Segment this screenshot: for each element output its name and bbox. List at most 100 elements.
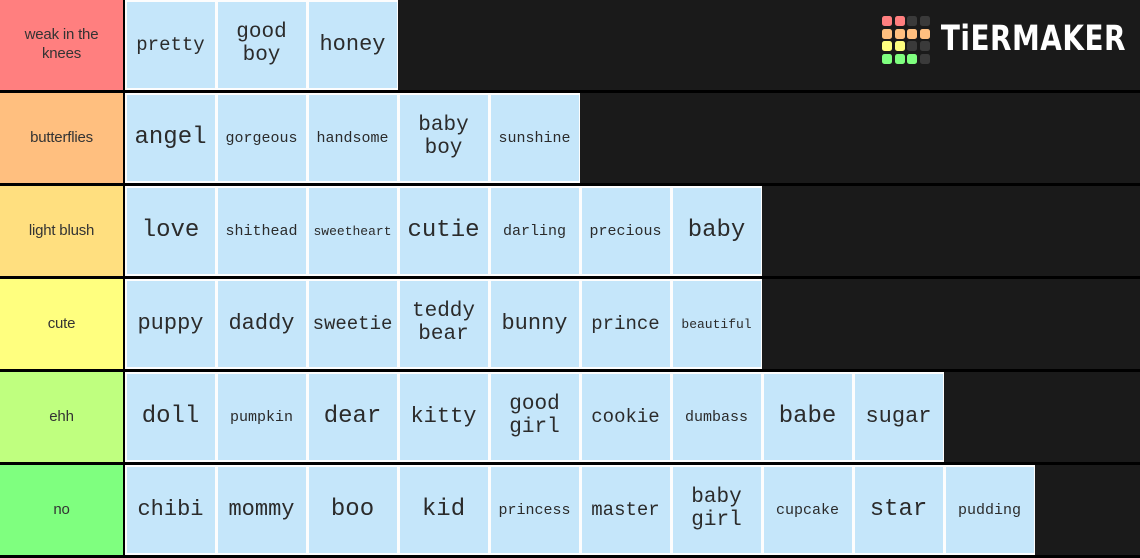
tier-item-label: darling bbox=[502, 222, 566, 240]
tier-item[interactable]: sunshine bbox=[490, 95, 579, 181]
tier-item[interactable]: honey bbox=[308, 2, 397, 88]
tier-item-label: baby bbox=[687, 217, 746, 244]
tier-item-label: chibi bbox=[137, 497, 204, 522]
tier-item-label: prince bbox=[591, 312, 660, 335]
tier-label[interactable]: weak in the knees bbox=[0, 0, 125, 90]
tier-item-label: dumbass bbox=[684, 408, 748, 426]
tier-item-label: pudding bbox=[957, 501, 1021, 519]
tier-row: light blush love shithead sweetheart cutie da… bbox=[0, 186, 1140, 279]
tier-row: ehh doll pumpkin dear kitty good girl cookie dum… bbox=[0, 372, 1140, 465]
tier-label[interactable]: light blush bbox=[0, 186, 125, 276]
tier-item-label: star bbox=[869, 496, 928, 523]
tier-item-label: doll bbox=[141, 403, 200, 430]
tier-item[interactable]: gorgeous bbox=[217, 95, 306, 181]
tier-item[interactable]: pumpkin bbox=[217, 374, 306, 460]
tier-label[interactable]: cute bbox=[0, 279, 125, 369]
tier-item[interactable]: love bbox=[126, 188, 215, 274]
tier-item[interactable]: star bbox=[854, 467, 943, 553]
tier-item-container: angel gorgeous handsome baby boy sunshine bbox=[125, 93, 580, 183]
tier-item[interactable]: baby bbox=[672, 188, 761, 274]
tier-item[interactable]: baby boy bbox=[399, 95, 488, 181]
tier-item[interactable]: shithead bbox=[217, 188, 306, 274]
tier-item[interactable]: beautiful bbox=[672, 281, 761, 367]
tier-item-label: pumpkin bbox=[229, 408, 293, 426]
tier-item[interactable]: chibi bbox=[126, 467, 215, 553]
tier-item[interactable]: angel bbox=[126, 95, 215, 181]
tier-item-container: doll pumpkin dear kitty good girl cookie dumbas… bbox=[125, 372, 944, 462]
tier-item[interactable]: good girl bbox=[490, 374, 579, 460]
tier-item[interactable]: kitty bbox=[399, 374, 488, 460]
tier-item-label: good girl bbox=[509, 393, 560, 439]
tier-item[interactable]: sweetie bbox=[308, 281, 397, 367]
tier-item-container: puppy daddy sweetie teddy bear bunny prince bea… bbox=[125, 279, 762, 369]
tier-item[interactable]: cookie bbox=[581, 374, 670, 460]
tier-item[interactable]: handsome bbox=[308, 95, 397, 181]
tier-item[interactable]: bunny bbox=[490, 281, 579, 367]
tier-item-label: dear bbox=[323, 403, 382, 430]
tier-item-label: teddy bear bbox=[411, 300, 475, 346]
tier-item-label: cookie bbox=[591, 405, 660, 428]
tier-item[interactable]: mommy bbox=[217, 467, 306, 553]
tier-item-label: daddy bbox=[228, 311, 295, 336]
tier-item-label: mommy bbox=[228, 497, 295, 522]
tier-label[interactable]: no bbox=[0, 465, 125, 555]
tier-row-empty-area[interactable] bbox=[762, 186, 1140, 276]
tier-item-label: shithead bbox=[225, 222, 298, 240]
tier-row-empty-area[interactable] bbox=[762, 279, 1140, 369]
tier-item[interactable]: pudding bbox=[945, 467, 1034, 553]
tier-row-empty-area[interactable] bbox=[1035, 465, 1140, 555]
tier-item-label: baby boy bbox=[418, 114, 469, 160]
tier-item-label: cupcake bbox=[775, 501, 839, 519]
tier-item-label: pretty bbox=[136, 33, 205, 56]
tier-label[interactable]: ehh bbox=[0, 372, 125, 462]
tier-row-empty-area[interactable] bbox=[944, 372, 1140, 462]
tier-item-label: honey bbox=[319, 32, 386, 57]
tier-row-empty-area[interactable] bbox=[398, 0, 1140, 90]
tier-item[interactable]: darling bbox=[490, 188, 579, 274]
tier-item-label: good boy bbox=[236, 21, 287, 67]
tier-item[interactable]: doll bbox=[126, 374, 215, 460]
tier-item-label: kid bbox=[421, 496, 466, 523]
tier-item[interactable]: prince bbox=[581, 281, 670, 367]
tier-item-label: precious bbox=[589, 222, 662, 240]
tier-item[interactable]: princess bbox=[490, 467, 579, 553]
tier-row: weak in the knees pretty good boy honey bbox=[0, 0, 1140, 93]
tier-item-label: princess bbox=[498, 501, 571, 519]
tier-item-label: boo bbox=[330, 496, 375, 523]
tier-item[interactable]: precious bbox=[581, 188, 670, 274]
tier-item[interactable]: sweetheart bbox=[308, 188, 397, 274]
tier-item[interactable]: cutie bbox=[399, 188, 488, 274]
tier-item[interactable]: kid bbox=[399, 467, 488, 553]
tier-item-label: bunny bbox=[501, 311, 568, 336]
tier-item-label: sweetie bbox=[312, 312, 393, 335]
tier-item[interactable]: teddy bear bbox=[399, 281, 488, 367]
tier-item[interactable]: puppy bbox=[126, 281, 215, 367]
tier-item-label: handsome bbox=[316, 129, 389, 147]
tier-item-label: babe bbox=[778, 403, 837, 430]
tier-item-container: pretty good boy honey bbox=[125, 0, 398, 90]
tier-item-container: chibi mommy boo kid princess master baby girl cu… bbox=[125, 465, 1035, 555]
tier-item[interactable]: sugar bbox=[854, 374, 943, 460]
tier-item[interactable]: dear bbox=[308, 374, 397, 460]
tier-row: cute puppy daddy sweetie teddy bear bunny princ… bbox=[0, 279, 1140, 372]
tier-item[interactable]: cupcake bbox=[763, 467, 852, 553]
tier-item[interactable]: babe bbox=[763, 374, 852, 460]
tier-row: butterflies angel gorgeous handsome baby boy s… bbox=[0, 93, 1140, 186]
tier-item[interactable]: boo bbox=[308, 467, 397, 553]
tier-item-label: gorgeous bbox=[225, 129, 298, 147]
tier-row-empty-area[interactable] bbox=[580, 93, 1140, 183]
tier-item-label: master bbox=[591, 498, 660, 521]
tier-item[interactable]: daddy bbox=[217, 281, 306, 367]
tier-item[interactable]: pretty bbox=[126, 2, 215, 88]
tier-item-label: beautiful bbox=[681, 316, 752, 332]
tier-item-label: puppy bbox=[137, 311, 204, 336]
tier-item[interactable]: baby girl bbox=[672, 467, 761, 553]
tier-item[interactable]: good boy bbox=[217, 2, 306, 88]
tier-label[interactable]: butterflies bbox=[0, 93, 125, 183]
tier-item-container: love shithead sweetheart cutie darling precio… bbox=[125, 186, 762, 276]
tier-item-label: kitty bbox=[410, 404, 477, 429]
tier-item[interactable]: master bbox=[581, 467, 670, 553]
tier-item[interactable]: dumbass bbox=[672, 374, 761, 460]
tier-item-label: angel bbox=[134, 124, 207, 151]
